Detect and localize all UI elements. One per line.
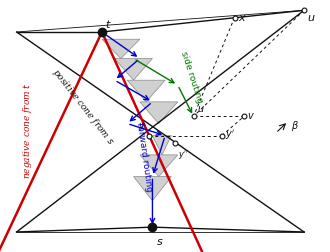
Text: forward routing: forward routing	[135, 122, 154, 193]
Polygon shape	[140, 155, 178, 177]
Text: $x$: $x$	[238, 13, 247, 23]
Text: $\beta$: $\beta$	[291, 119, 299, 133]
Polygon shape	[102, 39, 140, 58]
Text: $u$: $u$	[307, 13, 316, 23]
Text: $y''$: $y''$	[178, 148, 188, 161]
Text: $u$: $u$	[197, 104, 204, 114]
Text: side routing: side routing	[179, 51, 205, 105]
Polygon shape	[115, 58, 152, 80]
Text: $y$: $y$	[138, 121, 146, 133]
Polygon shape	[152, 136, 171, 155]
Text: $y'$: $y'$	[225, 129, 235, 142]
Text: $t$: $t$	[105, 18, 112, 29]
Text: $s$: $s$	[156, 237, 163, 247]
Polygon shape	[134, 177, 171, 201]
Text: negative cone from $t$: negative cone from $t$	[21, 82, 34, 179]
Polygon shape	[127, 80, 165, 102]
Text: positive cone from $s$: positive cone from $s$	[49, 66, 117, 148]
Text: $v$: $v$	[247, 111, 255, 121]
Polygon shape	[140, 102, 178, 123]
